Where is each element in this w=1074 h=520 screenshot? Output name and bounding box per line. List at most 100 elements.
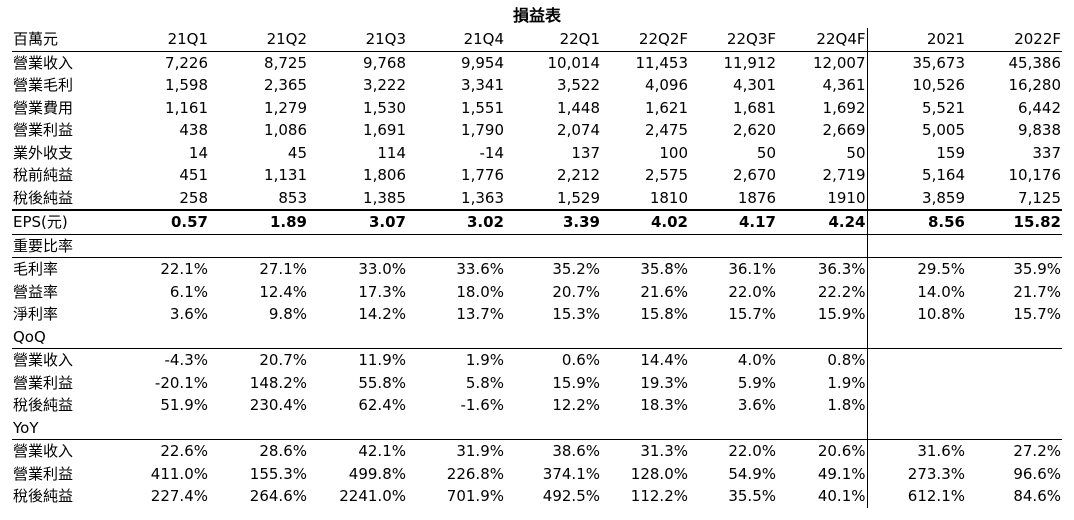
value-cell [209, 325, 308, 349]
column-header: 2021 [867, 28, 966, 52]
value-cell: 42.1% [358, 442, 406, 461]
value-cell: 3.02 [407, 209, 505, 235]
value-cell: 2,575 [645, 166, 688, 185]
value-cell: 0.57 [102, 209, 209, 235]
value-cell: 258 [179, 188, 208, 207]
value-cell: 1.89 [209, 209, 308, 235]
income-row: 業外收支 14 45 114 -14 137 100 50 50 159 337 [12, 141, 1062, 164]
header-row: 百萬元 21Q1 21Q2 21Q3 21Q4 22Q1 22Q2F 22Q3F 22Q4F 20… [12, 28, 1062, 52]
value-cell [966, 416, 1062, 440]
value-cell: 1,692 [777, 96, 868, 119]
value-cell: 12,007 [777, 51, 868, 74]
value-cell: 2,620 [733, 121, 776, 140]
value-cell: 1,621 [645, 98, 688, 117]
value-cell: 35.5% [728, 487, 776, 506]
value-cell: 1,086 [264, 121, 307, 140]
row-label: 重要比率 [12, 234, 102, 258]
value-cell: 2,212 [557, 166, 600, 185]
value-cell: 45,386 [1008, 53, 1062, 72]
row-label: 營業費用 [13, 98, 74, 117]
value-cell: 7,226 [165, 53, 208, 72]
value-cell: 4,361 [777, 74, 868, 97]
value-cell: 492.5% [542, 487, 600, 506]
value-cell: 0.6% [561, 351, 600, 370]
value-cell: -20.1% [154, 373, 208, 392]
value-cell: 5.8% [465, 373, 504, 392]
value-cell: 2,475 [645, 121, 688, 140]
value-cell: 3.6% [169, 305, 208, 324]
value-cell [102, 416, 209, 440]
value-cell: 35.2% [552, 260, 600, 279]
value-cell: 1,691 [363, 121, 406, 140]
value-cell: 0.8% [777, 348, 868, 372]
value-cell: 15.8% [640, 305, 688, 324]
value-cell: 27.1% [259, 260, 307, 279]
row-label: 營業收入 [13, 351, 74, 370]
value-cell: 14.0% [917, 282, 965, 301]
value-cell: 14.4% [640, 351, 688, 370]
value-cell: 1,363 [461, 188, 504, 207]
ratio-row: 毛利率 22.1% 27.1% 33.0% 33.6% 35.2% 35.8% 36.1% 36… [12, 257, 1062, 281]
value-cell: 12.4% [259, 282, 307, 301]
value-cell: 15.82 [966, 209, 1062, 235]
value-cell [407, 325, 505, 349]
value-cell: 1,279 [264, 98, 307, 117]
value-cell: 31.6% [917, 442, 965, 461]
row-label: 稅後純益 [13, 396, 74, 415]
value-cell: 1,551 [461, 98, 504, 117]
value-cell: 40.1% [777, 485, 868, 508]
value-cell [867, 234, 966, 258]
row-label: 營益率 [13, 282, 59, 301]
value-cell: 137 [571, 143, 600, 162]
yoy-section-heading: YoY [12, 416, 1062, 440]
value-cell: 264.6% [249, 487, 307, 506]
value-cell [505, 325, 601, 349]
value-cell [777, 234, 868, 258]
value-cell [966, 234, 1062, 258]
value-cell: 1,806 [363, 166, 406, 185]
value-cell [102, 234, 209, 258]
value-cell: 1810 [649, 188, 688, 207]
value-cell: 227.4% [150, 487, 208, 506]
income-row: 營業費用 1,161 1,279 1,530 1,551 1,448 1,621 1,681 1… [12, 96, 1062, 119]
value-cell [689, 325, 777, 349]
value-cell [689, 416, 777, 440]
row-label: 稅後純益 [13, 188, 74, 207]
value-cell [867, 394, 966, 417]
value-cell: 5,005 [922, 121, 965, 140]
value-cell: 13.7% [456, 305, 504, 324]
value-cell: 9,768 [363, 53, 406, 72]
value-cell [867, 325, 966, 349]
value-cell [777, 325, 868, 349]
value-cell: 1.9% [777, 371, 868, 394]
value-cell [867, 372, 966, 395]
value-cell: 22.6% [160, 442, 208, 461]
value-cell: 438 [179, 121, 208, 140]
value-cell [209, 234, 308, 258]
value-cell: 49.1% [777, 462, 868, 485]
value-cell: 7,125 [1018, 188, 1061, 207]
value-cell [505, 234, 601, 258]
value-cell: 3.6% [737, 396, 776, 415]
income-row: 營業毛利 1,598 2,365 3,222 3,341 3,522 4,096 4,301 4… [12, 74, 1062, 97]
value-cell [407, 416, 505, 440]
ratio-section-heading: 重要比率 [12, 234, 1062, 258]
column-header: 22Q4F [777, 28, 868, 52]
value-cell: 499.8% [348, 464, 406, 483]
value-cell: 100 [659, 143, 688, 162]
row-label: 毛利率 [13, 260, 59, 279]
value-cell [505, 416, 601, 440]
value-cell [601, 416, 689, 440]
row-label: 營業利益 [13, 464, 74, 483]
value-cell: 12.2% [552, 396, 600, 415]
yoy-row: 稅後純益 227.4% 264.6% 2241.0% 701.9% 492.5% 112.2… [12, 485, 1062, 508]
value-cell: 2,074 [557, 121, 600, 140]
value-cell: 51.9% [160, 396, 208, 415]
value-cell: 10.8% [917, 305, 965, 324]
value-cell: 1.9% [465, 351, 504, 370]
qoq-row: 營業利益 -20.1% 148.2% 55.8% 5.8% 15.9% 19.3% 5.9% 1… [12, 371, 1062, 395]
value-cell: 10,176 [1008, 166, 1062, 185]
value-cell: 54.9% [728, 464, 776, 483]
value-cell: 22.0% [728, 442, 776, 461]
value-cell: 4,096 [645, 76, 688, 95]
